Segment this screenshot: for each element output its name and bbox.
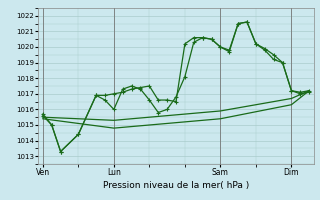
X-axis label: Pression niveau de la mer( hPa ): Pression niveau de la mer( hPa ) (103, 181, 249, 190)
